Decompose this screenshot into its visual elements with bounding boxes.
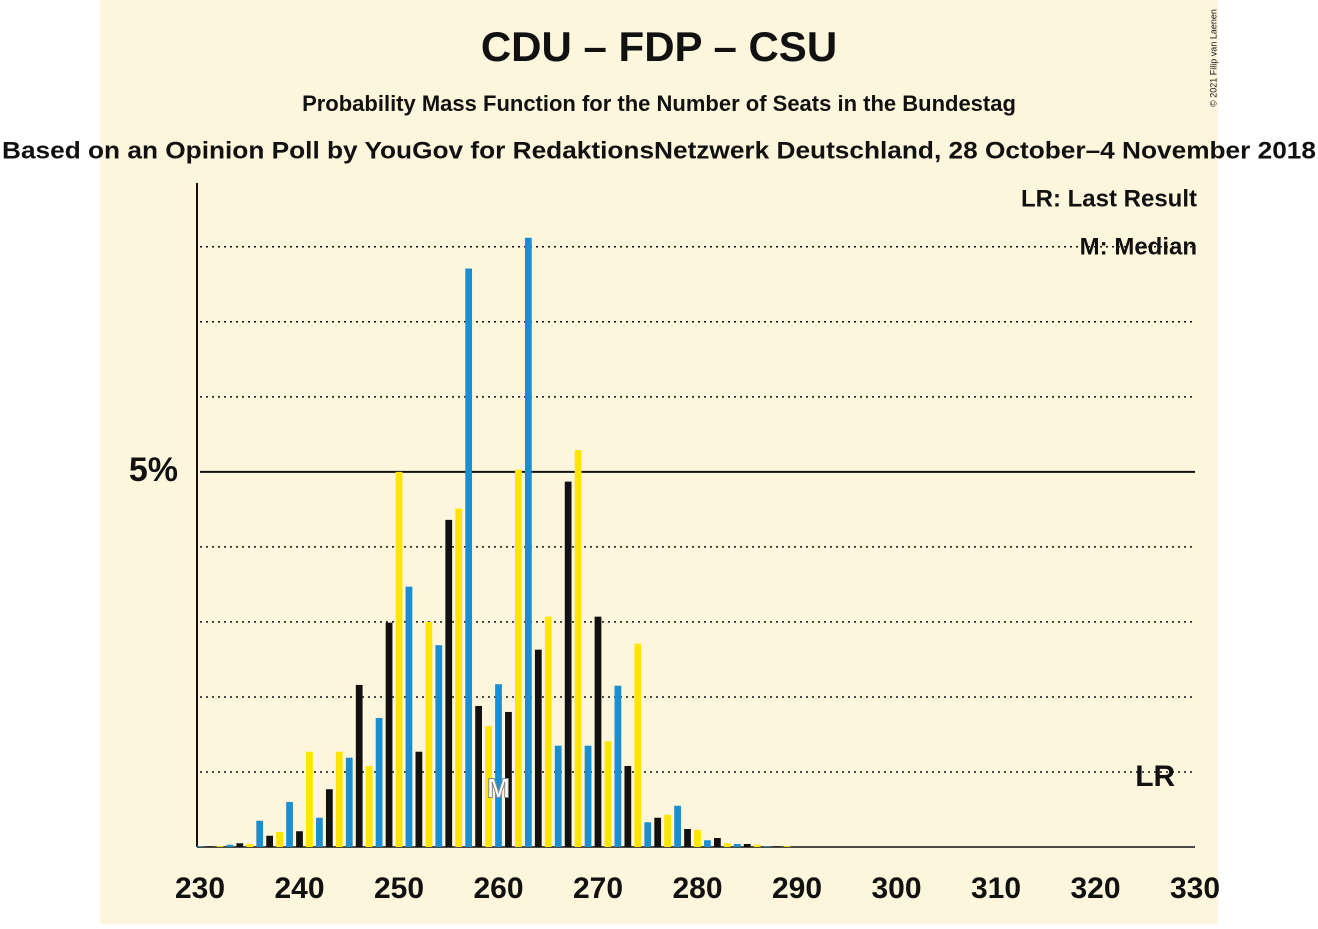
bar bbox=[604, 741, 612, 847]
chart-source: Based on an Opinion Poll by YouGov for R… bbox=[2, 137, 1316, 164]
bar bbox=[335, 751, 343, 847]
bar bbox=[435, 645, 443, 847]
x-tick-label: 310 bbox=[971, 872, 1021, 905]
bar bbox=[226, 844, 234, 847]
bar bbox=[654, 817, 662, 847]
y-tick-label: 5% bbox=[129, 451, 178, 489]
bar bbox=[256, 820, 264, 847]
bar bbox=[345, 757, 353, 847]
bar bbox=[355, 684, 363, 847]
bar bbox=[763, 846, 771, 847]
bar bbox=[216, 846, 224, 847]
x-tick-label: 250 bbox=[374, 872, 424, 905]
bar bbox=[306, 751, 313, 847]
bar bbox=[614, 685, 622, 847]
bar bbox=[743, 843, 751, 847]
bar bbox=[266, 835, 274, 847]
bar bbox=[405, 586, 413, 847]
bar bbox=[395, 471, 403, 847]
bar bbox=[296, 831, 303, 847]
bar bbox=[544, 616, 552, 847]
bar bbox=[783, 846, 791, 847]
bar bbox=[196, 846, 204, 847]
bar bbox=[445, 519, 453, 847]
chart-subtitle: Probability Mass Function for the Number… bbox=[302, 91, 1016, 116]
bar bbox=[753, 844, 761, 847]
x-tick-label: 230 bbox=[175, 872, 225, 905]
legend-entry: LR: Last Result bbox=[1021, 185, 1197, 212]
bar bbox=[236, 843, 244, 847]
bar bbox=[733, 843, 741, 847]
background bbox=[100, 0, 1218, 924]
bar bbox=[594, 616, 602, 847]
bar bbox=[485, 726, 492, 847]
bar bbox=[574, 450, 582, 847]
bar bbox=[475, 705, 482, 847]
bar bbox=[704, 840, 711, 847]
bar bbox=[554, 745, 562, 847]
bar bbox=[644, 822, 652, 847]
x-tick-label: 320 bbox=[1070, 872, 1120, 905]
bar bbox=[316, 817, 323, 847]
legend-entry: M: Median bbox=[1080, 233, 1197, 260]
bar bbox=[465, 268, 473, 847]
marker-label: LR bbox=[1135, 760, 1175, 793]
bar bbox=[415, 751, 423, 847]
x-tick-label: 240 bbox=[274, 872, 324, 905]
bar bbox=[564, 481, 572, 847]
marker-label: M bbox=[487, 772, 510, 803]
bar bbox=[505, 711, 512, 847]
x-tick-label: 280 bbox=[672, 872, 722, 905]
bar bbox=[634, 643, 642, 847]
copyright: © 2021 Filip van Laenen bbox=[1208, 9, 1218, 107]
x-tick-label: 270 bbox=[573, 872, 623, 905]
bar bbox=[375, 717, 383, 847]
bar bbox=[723, 843, 731, 847]
chart-title: CDU – FDP – CSU bbox=[481, 23, 837, 70]
bar bbox=[674, 805, 681, 847]
bar bbox=[714, 837, 721, 847]
bar bbox=[455, 508, 463, 847]
bar bbox=[286, 801, 293, 847]
bar bbox=[624, 765, 632, 847]
bar bbox=[246, 843, 254, 847]
bar bbox=[694, 829, 701, 847]
x-tick-label: 260 bbox=[473, 872, 523, 905]
bar bbox=[584, 745, 592, 847]
x-tick-label: 300 bbox=[871, 872, 921, 905]
bar bbox=[773, 846, 781, 847]
bar bbox=[524, 237, 532, 847]
bar bbox=[206, 846, 214, 847]
bar bbox=[325, 789, 333, 847]
bar bbox=[365, 765, 373, 847]
bar bbox=[664, 814, 672, 847]
x-tick-label: 330 bbox=[1170, 872, 1220, 905]
bar bbox=[534, 649, 542, 847]
bar bbox=[425, 621, 433, 847]
bar bbox=[495, 684, 502, 847]
x-tick-label: 290 bbox=[772, 872, 822, 905]
bar bbox=[276, 831, 283, 847]
bar bbox=[684, 828, 691, 847]
bar bbox=[515, 469, 522, 847]
bar bbox=[385, 622, 393, 847]
